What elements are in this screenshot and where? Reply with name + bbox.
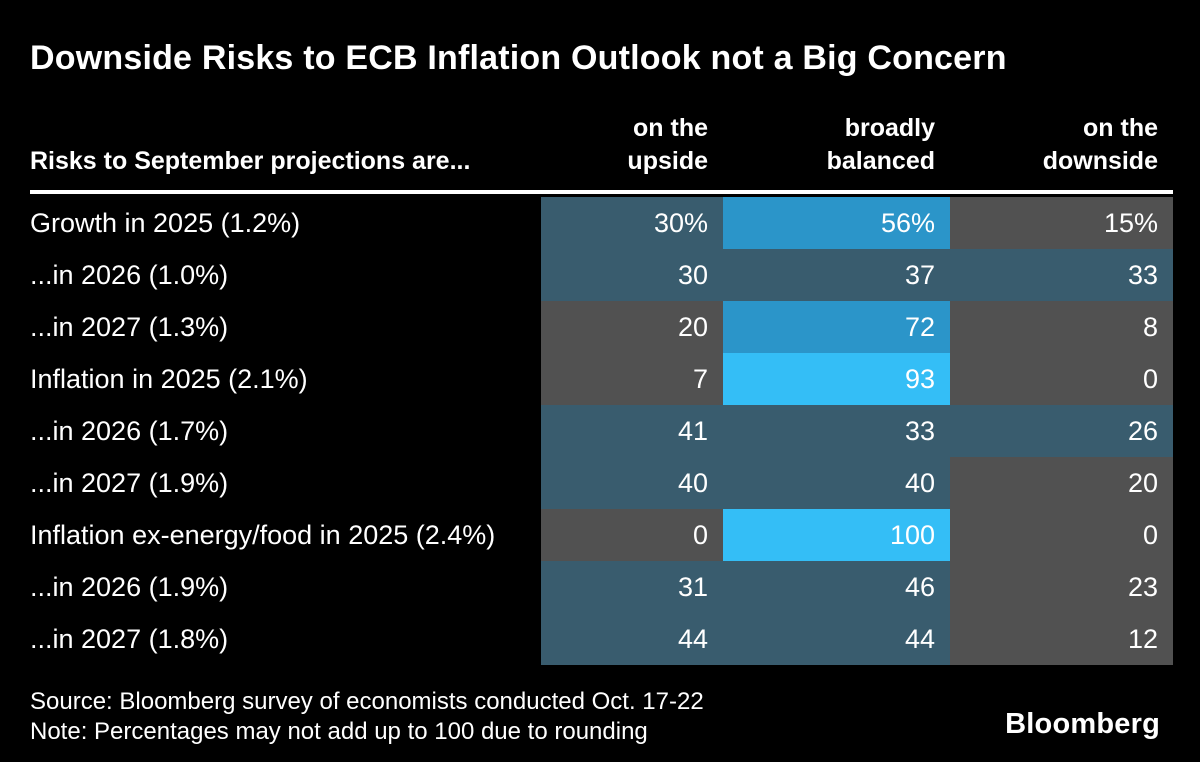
table-row: ...in 2026 (1.7%) 41 33 26: [30, 405, 1173, 457]
row-label: ...in 2026 (1.0%): [30, 249, 541, 301]
table-row: Growth in 2025 (1.2%) 30% 56% 15%: [30, 197, 1173, 249]
table-cell: 20: [541, 301, 723, 353]
row-header-label: Risks to September projections are...: [30, 147, 471, 175]
table-row: ...in 2027 (1.3%) 20 72 8: [30, 301, 1173, 353]
column-header-upside: on the upside: [541, 112, 723, 178]
table-cell: 31: [541, 561, 723, 613]
row-label: ...in 2027 (1.8%): [30, 613, 541, 665]
table-cell: 46: [723, 561, 950, 613]
page-title: Downside Risks to ECB Inflation Outlook …: [30, 39, 1007, 77]
column-header-downside: on the downside: [950, 112, 1173, 178]
table-cell: 15%: [950, 197, 1173, 249]
note-line: Note: Percentages may not add up to 100 …: [30, 718, 648, 745]
table-cell: 44: [723, 613, 950, 665]
table-header-row: Risks to September projections are... on…: [30, 78, 1173, 190]
table-cell: 100: [723, 509, 950, 561]
column-header-balanced: broadly balanced: [723, 112, 950, 178]
table-row: ...in 2027 (1.9%) 40 40 20: [30, 457, 1173, 509]
row-label: Inflation ex-energy/food in 2025 (2.4%): [30, 509, 541, 561]
table-cell: 41: [541, 405, 723, 457]
table-row: Inflation ex-energy/food in 2025 (2.4%) …: [30, 509, 1173, 561]
table-cell: 30: [541, 249, 723, 301]
table-row: ...in 2026 (1.0%) 30 37 33: [30, 249, 1173, 301]
row-label: ...in 2027 (1.3%): [30, 301, 541, 353]
table-cell: 7: [541, 353, 723, 405]
table-cell: 0: [950, 353, 1173, 405]
table-cell: 40: [541, 457, 723, 509]
column-header-line: upside: [627, 147, 708, 175]
table-cell: 33: [723, 405, 950, 457]
bloomberg-logo: Bloomberg: [1005, 708, 1160, 740]
table-cell: 12: [950, 613, 1173, 665]
table-cell: 0: [541, 509, 723, 561]
table-cell: 20: [950, 457, 1173, 509]
source-line: Source: Bloomberg survey of economists c…: [30, 688, 704, 715]
table-cell: 0: [950, 509, 1173, 561]
table-cell: 37: [723, 249, 950, 301]
row-label: Inflation in 2025 (2.1%): [30, 353, 541, 405]
column-header-line: downside: [1042, 147, 1158, 175]
table-cell: 8: [950, 301, 1173, 353]
table-cell: 44: [541, 613, 723, 665]
header-divider: [30, 190, 1173, 194]
column-header-line: broadly: [844, 114, 935, 142]
heatmap-table: Growth in 2025 (1.2%) 30% 56% 15% ...in …: [30, 197, 1173, 665]
footer: Source: Bloomberg survey of economists c…: [30, 687, 1173, 747]
row-label: ...in 2026 (1.9%): [30, 561, 541, 613]
row-label: ...in 2027 (1.9%): [30, 457, 541, 509]
table-cell: 93: [723, 353, 950, 405]
row-label: ...in 2026 (1.7%): [30, 405, 541, 457]
row-label: Growth in 2025 (1.2%): [30, 197, 541, 249]
column-header-line: on the: [633, 114, 708, 142]
table-cell: 23: [950, 561, 1173, 613]
column-header-line: balanced: [826, 147, 935, 175]
table-row: ...in 2026 (1.9%) 31 46 23: [30, 561, 1173, 613]
table-cell: 56%: [723, 197, 950, 249]
column-header-line: on the: [1083, 114, 1158, 142]
table-cell: 72: [723, 301, 950, 353]
table-cell: 26: [950, 405, 1173, 457]
table-cell: 30%: [541, 197, 723, 249]
table-cell: 33: [950, 249, 1173, 301]
table-cell: 40: [723, 457, 950, 509]
table-row: ...in 2027 (1.8%) 44 44 12: [30, 613, 1173, 665]
table-row: Inflation in 2025 (2.1%) 7 93 0: [30, 353, 1173, 405]
